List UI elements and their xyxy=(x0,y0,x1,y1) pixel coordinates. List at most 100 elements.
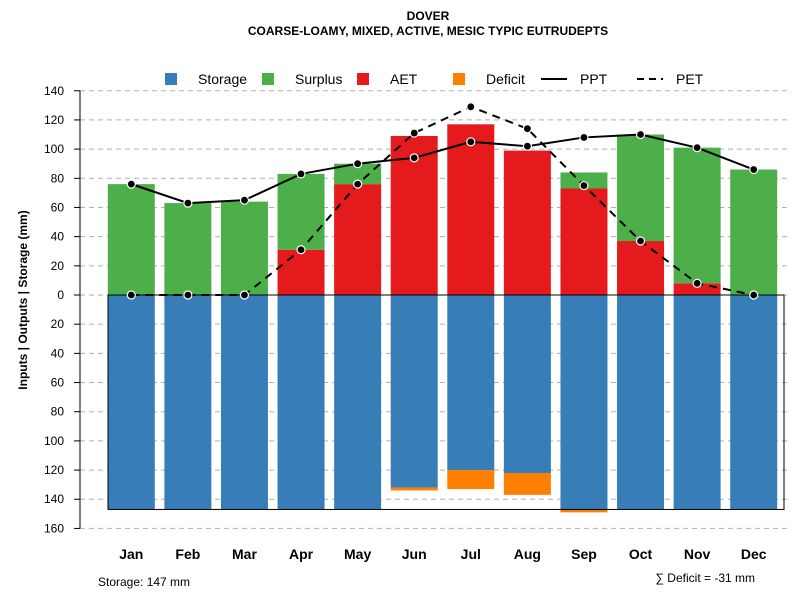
y-tick-label: 120 xyxy=(44,113,64,127)
bar-aet xyxy=(277,249,325,295)
y-tick-label: 100 xyxy=(44,434,64,448)
ppt-line-point xyxy=(409,153,419,163)
bar-aet xyxy=(390,135,438,295)
y-tick-label: 20 xyxy=(51,259,65,273)
legend-storage-swatch xyxy=(165,73,177,85)
lines xyxy=(126,102,759,300)
pet-line-point xyxy=(183,290,193,300)
bar-surplus xyxy=(673,147,721,284)
y-tick-label: 60 xyxy=(51,200,65,214)
bar-storage xyxy=(277,295,325,510)
x-tick-label: Apr xyxy=(289,546,314,562)
bar-storage xyxy=(730,295,778,510)
ppt-line-point xyxy=(296,169,306,179)
ppt-line-point xyxy=(126,179,136,189)
bar-surplus xyxy=(334,163,382,185)
bar-surplus xyxy=(164,203,212,295)
y-tick-label: 60 xyxy=(51,376,65,390)
bar-deficit xyxy=(447,470,495,490)
ppt-line-point xyxy=(239,195,250,205)
storage-capacity-box xyxy=(107,294,785,510)
y-tick-label: 80 xyxy=(51,405,65,419)
bar-storage xyxy=(503,295,551,473)
y-axis: 140 120 100 80 60 40 20 0 20 40 60 80 100 120 140 160 xyxy=(44,84,81,535)
legend-deficit-label: Deficit xyxy=(486,71,525,87)
chart-title: DOVER xyxy=(407,9,450,23)
footer-deficit: ∑ Deficit = -31 mm xyxy=(655,571,755,585)
ppt-line-point xyxy=(692,143,702,153)
bar-storage xyxy=(390,295,438,488)
bar-storage xyxy=(617,295,665,510)
x-tick-label: May xyxy=(344,546,371,562)
x-tick-label: Aug xyxy=(514,546,541,562)
bar-surplus xyxy=(277,173,325,250)
pet-line-point xyxy=(635,236,646,246)
legend-storage-label: Storage xyxy=(198,71,247,87)
ppt-line-point xyxy=(635,129,646,140)
y-axis-label: Inputs | Outputs | Storage (mm) xyxy=(16,210,30,389)
bar-surplus xyxy=(560,172,608,189)
x-tick-label: Mar xyxy=(232,546,257,562)
y-tick-label: 40 xyxy=(51,230,65,244)
legend-ppt-label: PPT xyxy=(580,71,608,87)
bar-deficit xyxy=(503,472,551,495)
footer-storage: Storage: 147 mm xyxy=(98,575,190,589)
legend-surplus-label: Surplus xyxy=(295,71,342,87)
pet-line-point xyxy=(692,278,702,288)
bar-storage xyxy=(334,295,382,510)
pet-line-point xyxy=(296,245,306,255)
x-tick-label: Dec xyxy=(741,546,767,562)
y-tick-label: 140 xyxy=(44,84,64,98)
ppt-line-point xyxy=(749,164,759,175)
bar-aet xyxy=(334,184,382,295)
bar-aet xyxy=(560,188,608,295)
y-tick-label: 0 xyxy=(57,288,64,302)
pet-line-point xyxy=(409,128,419,138)
x-axis-labels: Jan Feb Mar Apr May Jun Jul Aug Sep Oct Nov Dec xyxy=(119,546,767,562)
bar-aet xyxy=(503,150,551,295)
ppt-line xyxy=(130,133,755,205)
bar-surplus xyxy=(617,134,665,242)
ppt-line-point xyxy=(522,141,532,151)
pet-line-point xyxy=(466,102,476,112)
y-tick-label: 40 xyxy=(51,346,65,360)
bar-storage xyxy=(447,295,495,471)
bar-deficit xyxy=(560,509,608,513)
bars xyxy=(107,124,785,513)
y-tick-label: 100 xyxy=(44,142,64,156)
chart-subtitle: COARSE-LOAMY, MIXED, ACTIVE, MESIC TYPIC… xyxy=(248,24,608,38)
bar-aet xyxy=(617,241,665,295)
x-tick-label: Oct xyxy=(629,546,653,562)
y-tick-label: 20 xyxy=(51,317,65,331)
y-tick-label: 140 xyxy=(44,492,64,506)
bar-storage xyxy=(220,295,268,510)
bar-storage xyxy=(107,295,155,510)
legend-aet-label: AET xyxy=(390,71,418,87)
y-tick-label: 80 xyxy=(51,171,65,185)
bar-deficit xyxy=(390,487,438,491)
pet-line-point xyxy=(239,290,250,300)
pet-line xyxy=(131,105,754,296)
x-tick-label: Jul xyxy=(461,546,481,562)
y-tick-label: 160 xyxy=(44,521,64,535)
x-tick-label: Feb xyxy=(175,546,200,562)
bar-surplus xyxy=(220,201,268,295)
y-tick-label: 120 xyxy=(44,463,64,477)
ppt-line-point xyxy=(466,137,476,147)
bar-storage xyxy=(560,295,608,510)
ppt-line-point xyxy=(183,198,193,208)
bar-storage xyxy=(164,295,212,510)
bar-aet xyxy=(673,283,721,295)
legend-surplus-swatch xyxy=(262,73,274,85)
pet-line-point xyxy=(749,290,759,300)
bar-surplus xyxy=(730,169,778,295)
pet-line-point xyxy=(579,180,589,191)
ppt-line-point xyxy=(579,132,589,143)
x-tick-label: Jan xyxy=(119,546,143,562)
bar-storage xyxy=(673,295,721,510)
x-tick-label: Nov xyxy=(684,546,711,562)
legend: Storage Surplus AET Deficit PPT PET xyxy=(165,71,704,87)
bar-surplus xyxy=(107,184,155,295)
x-tick-label: Sep xyxy=(571,546,597,562)
